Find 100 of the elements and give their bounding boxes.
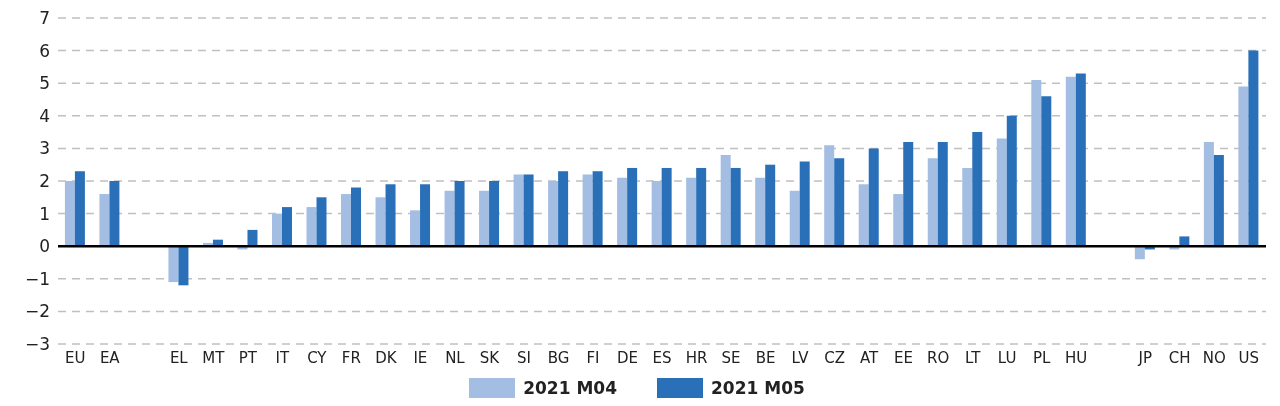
- x-tick-label: US: [1238, 348, 1259, 367]
- x-tick-label: NO: [1202, 348, 1226, 367]
- y-tick-label: 3: [39, 138, 50, 159]
- bar: [454, 181, 465, 247]
- bar: [661, 167, 672, 247]
- y-tick-label: 2: [39, 171, 50, 192]
- bar: [1031, 79, 1042, 247]
- x-tick-label: EL: [169, 348, 189, 367]
- bar: [903, 141, 914, 247]
- bar: [937, 141, 948, 247]
- x-tick-label: FI: [586, 348, 600, 367]
- x-tick-label: BG: [547, 348, 570, 367]
- bar: [696, 167, 707, 247]
- x-tick-label: CY: [307, 348, 328, 367]
- bar: [893, 194, 904, 247]
- x-tick-label: EE: [894, 348, 914, 367]
- x-tick-label: LT: [964, 348, 982, 367]
- x-tick-label: HR: [685, 348, 708, 367]
- bar: [316, 197, 327, 247]
- x-tick-label: MT: [202, 348, 226, 367]
- bar: [617, 177, 628, 247]
- bar: [592, 171, 603, 247]
- x-tick-label: AT: [859, 348, 880, 367]
- y-tick-label: −2: [24, 301, 50, 322]
- bar: [651, 181, 662, 247]
- bar: [1006, 115, 1017, 247]
- x-tick-label: EA: [99, 348, 121, 367]
- bar: [513, 174, 524, 247]
- x-tick-label: PT: [238, 348, 258, 367]
- bar: [868, 148, 879, 247]
- bar: [74, 171, 85, 247]
- bar: [1134, 246, 1145, 260]
- y-tick-label: −1: [24, 268, 50, 289]
- bar: [720, 154, 731, 247]
- bar: [1238, 86, 1249, 247]
- x-tick-label: ES: [652, 348, 672, 367]
- bar: [627, 167, 638, 247]
- bar: [755, 177, 766, 247]
- bar: [858, 184, 869, 247]
- bar: [523, 174, 534, 247]
- bar: [765, 164, 776, 247]
- bar: [281, 207, 292, 247]
- bar: [1065, 76, 1076, 247]
- bar: [410, 210, 421, 247]
- x-tick-label: NL: [445, 348, 466, 367]
- x-tick-label: DK: [375, 348, 398, 367]
- x-tick-label: SK: [479, 348, 501, 367]
- bar: [799, 161, 810, 247]
- x-tick-label: SE: [721, 348, 741, 367]
- bar: [972, 132, 983, 247]
- bar: [341, 194, 352, 247]
- bar: [1041, 96, 1052, 247]
- bar: [247, 229, 258, 247]
- bar: [420, 184, 431, 247]
- x-tick-label: RO: [927, 348, 950, 367]
- bar: [996, 138, 1007, 247]
- x-tick-label: PL: [1032, 348, 1051, 367]
- y-tick-label: 5: [39, 73, 50, 94]
- x-tick-label: IT: [275, 348, 290, 367]
- x-tick-label: LU: [997, 348, 1017, 367]
- y-tick-label: 0: [39, 236, 50, 257]
- x-tick-label: FR: [341, 348, 361, 367]
- x-tick-label: BE: [755, 348, 776, 367]
- x-tick-label: DE: [616, 348, 638, 367]
- bar: [582, 174, 593, 247]
- legend-label: 2021 M05: [711, 378, 805, 398]
- bar: [686, 177, 697, 247]
- bar: [558, 171, 569, 247]
- bar: [178, 246, 189, 286]
- legend-label: 2021 M04: [523, 378, 617, 398]
- bar: [306, 207, 317, 247]
- bar: [385, 184, 396, 247]
- x-tick-label: CH: [1168, 348, 1191, 367]
- x-tick-label: IE: [413, 348, 428, 367]
- bar: [1179, 236, 1190, 247]
- y-tick-label: 1: [39, 203, 50, 224]
- bar: [99, 194, 110, 247]
- bar: [1213, 154, 1224, 247]
- y-tick-label: 4: [39, 105, 50, 126]
- bar: [444, 190, 455, 247]
- bar: [1203, 141, 1214, 247]
- bar: [824, 145, 835, 247]
- x-tick-label: EU: [65, 348, 86, 367]
- bar: [489, 181, 500, 247]
- y-tick-label: 6: [39, 40, 50, 61]
- x-tick-label: CZ: [824, 348, 845, 367]
- bar: [1248, 50, 1259, 247]
- bar: [375, 197, 386, 247]
- bar: [789, 190, 800, 247]
- bar: [109, 181, 120, 247]
- bar: [927, 158, 938, 247]
- bar: [271, 213, 282, 247]
- bar: [351, 187, 362, 247]
- x-tick-label: LV: [791, 348, 810, 367]
- x-tick-label: JP: [1137, 348, 1152, 367]
- bar: [1075, 73, 1086, 247]
- x-tick-label: SI: [516, 348, 531, 367]
- x-tick-label: HU: [1065, 348, 1088, 367]
- bar: [479, 190, 490, 247]
- bar: [548, 181, 559, 247]
